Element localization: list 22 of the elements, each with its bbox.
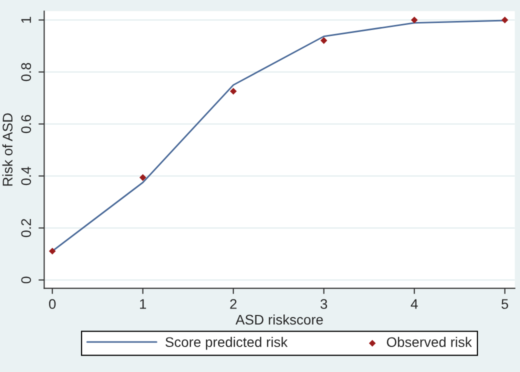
- point: [230, 88, 237, 95]
- y-tick-label: 1: [21, 16, 31, 23]
- point: [410, 16, 418, 24]
- legend-label: Observed risk: [386, 336, 472, 348]
- x-tick-label: 1: [140, 299, 146, 309]
- y-tick-label: 0.4: [21, 166, 32, 186]
- y-tick-label: 0.2: [21, 219, 32, 238]
- point: [320, 37, 328, 44]
- point: [139, 174, 146, 181]
- x-tick-label: 3: [320, 299, 328, 309]
- x-tick-label: 5: [502, 299, 508, 309]
- x-tick-label: 0: [49, 299, 56, 309]
- legend-label: Score predicted risk: [166, 336, 288, 350]
- y-tick-label: 0: [21, 276, 32, 284]
- point: [48, 248, 56, 255]
- x-axis-title: ASD riskscore: [236, 314, 323, 325]
- x-tick-label: 2: [230, 299, 237, 309]
- point: [501, 16, 508, 24]
- y-tick-label: 0.8: [21, 62, 32, 82]
- x-tick-label: 4: [410, 299, 418, 309]
- y-axis-title: Risk of ASD: [2, 113, 13, 186]
- y-tick-label: 0.6: [21, 114, 32, 134]
